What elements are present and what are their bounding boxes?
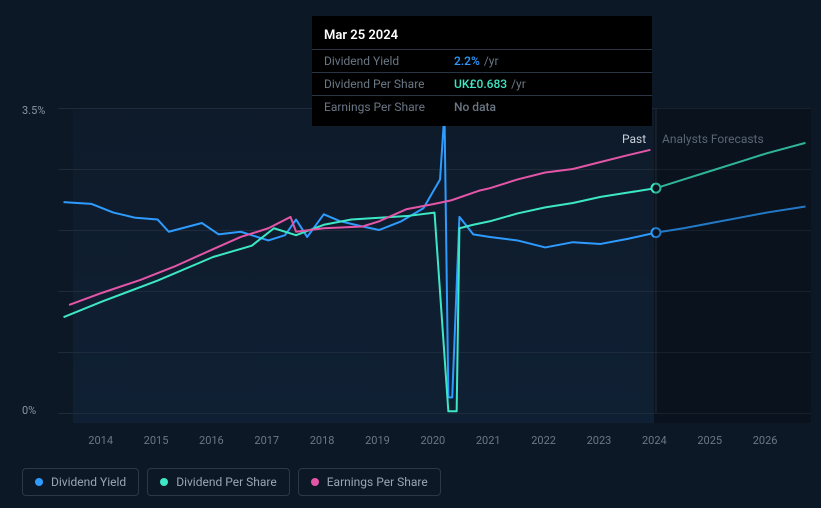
tooltip-metric-unit: /yr (511, 77, 526, 91)
x-axis-tick: 2025 (697, 434, 722, 447)
legend-dot-icon (35, 478, 43, 486)
legend-label: Dividend Per Share (176, 475, 277, 489)
legend-item[interactable]: Earnings Per Share (298, 468, 441, 496)
section-label-past: Past (622, 132, 646, 146)
dividend-chart: Mar 25 2024 Dividend Yield2.2%/yrDividen… (0, 0, 821, 508)
tooltip-metric-value: UK£0.683 (454, 77, 507, 91)
x-axis-tick: 2017 (254, 434, 279, 447)
legend-dot-icon (160, 478, 168, 486)
legend-dot-icon (311, 478, 319, 486)
tooltip-metric-label: Earnings Per Share (324, 100, 454, 114)
x-axis-tick: 2015 (144, 434, 169, 447)
tooltip-date: Mar 25 2024 (312, 24, 652, 49)
tooltip-metric-value: 2.2% (454, 54, 480, 68)
x-axis-tick: 2020 (421, 434, 446, 447)
tooltip-metric-label: Dividend Yield (324, 54, 454, 68)
x-axis-tick: 2024 (642, 434, 667, 447)
x-axis-tick: 2023 (587, 434, 612, 447)
x-axis-tick: 2016 (199, 434, 224, 447)
y-axis-min: 0% (22, 404, 36, 417)
forecast-shade (654, 108, 811, 423)
legend-item[interactable]: Dividend Per Share (147, 468, 290, 496)
chart-tooltip: Mar 25 2024 Dividend Yield2.2%/yrDividen… (312, 16, 652, 126)
x-axis-tick: 2026 (753, 434, 778, 447)
legend-label: Earnings Per Share (327, 475, 428, 489)
legend-item[interactable]: Dividend Yield (22, 468, 139, 496)
section-label-forecast: Analysts Forecasts (662, 132, 764, 146)
x-axis-tick: 2022 (531, 434, 556, 447)
x-axis-tick: 2014 (88, 434, 113, 447)
tooltip-metric-label: Dividend Per Share (324, 77, 454, 91)
chart-legend: Dividend Yield Dividend Per Share Earnings… (22, 468, 441, 496)
tooltip-row: Earnings Per ShareNo data (312, 95, 652, 118)
tooltip-metric-unit: /yr (484, 54, 499, 68)
tooltip-row: Dividend Yield2.2% /yr (312, 49, 652, 72)
legend-label: Dividend Yield (51, 475, 126, 489)
x-axis-tick: 2021 (476, 434, 501, 447)
tooltip-metric-value: No data (454, 100, 496, 114)
x-axis-tick: 2019 (365, 434, 390, 447)
y-axis-max: 3.5% (22, 104, 45, 117)
x-axis-tick: 2018 (310, 434, 335, 447)
tooltip-row: Dividend Per ShareUK£0.683/yr (312, 72, 652, 95)
